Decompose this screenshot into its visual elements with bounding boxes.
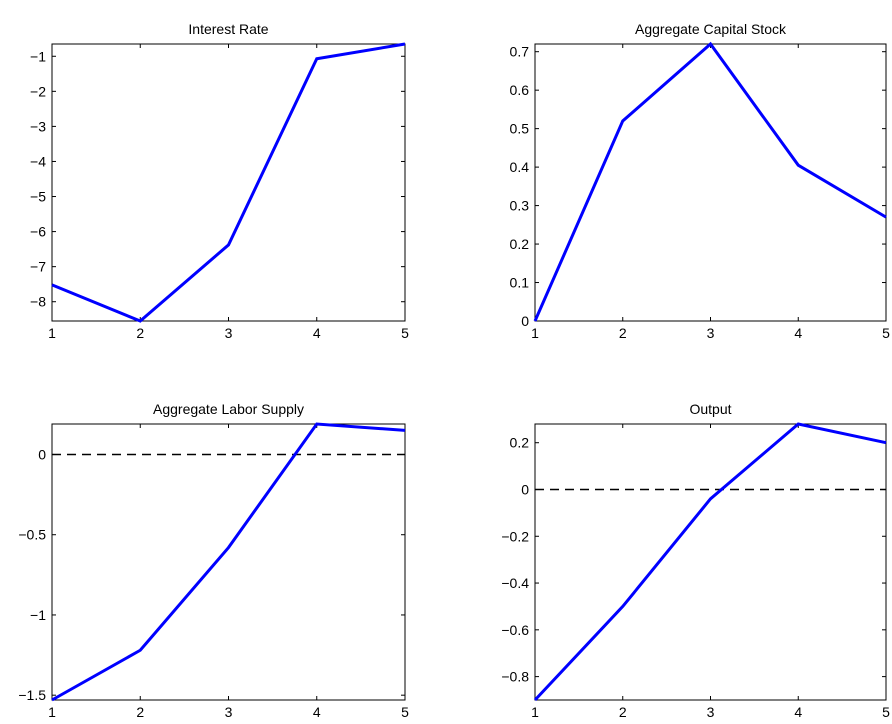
aggregate-labor-supply-xtick-label: 1: [48, 704, 56, 720]
aggregate-labor-supply-xtick-label: 4: [313, 704, 321, 720]
interest-rate-ytick-label: −8: [30, 294, 46, 310]
interest-rate-ytick-label: −6: [30, 224, 46, 240]
interest-rate-xtick-label: 1: [48, 325, 56, 341]
aggregate-capital-stock-xtick-label: 4: [794, 325, 802, 341]
aggregate-capital-stock-ytick-label: 0.6: [510, 82, 530, 98]
aggregate-capital-stock-xtick-label: 1: [531, 325, 539, 341]
aggregate-labor-supply-ytick-label: −1.5: [18, 687, 46, 703]
aggregate-labor-supply-axes-box: [51, 423, 406, 701]
aggregate-labor-supply-ytick-label: −1: [30, 607, 46, 623]
aggregate-capital-stock-ytick-label: 0.1: [510, 275, 530, 291]
interest-rate-ytick-label: −2: [30, 83, 46, 99]
output-ytick-label: −0.6: [501, 622, 529, 638]
aggregate-labor-supply-ytick-label: 0: [38, 446, 46, 462]
interest-rate-ytick-label: −7: [30, 259, 46, 275]
output-ytick-label: 0: [521, 481, 529, 497]
output-title: Output: [689, 401, 731, 417]
interest-rate-axes-box: [51, 43, 406, 322]
interest-rate-series-line: [51, 42, 406, 323]
interest-rate-xtick-label: 2: [136, 325, 144, 341]
output-xtick-label: 3: [707, 704, 715, 720]
interest-rate-ytick-label: −1: [30, 48, 46, 64]
output-series-line: [533, 422, 887, 702]
interest-rate-xtick-label: 3: [225, 325, 233, 341]
aggregate-capital-stock-title: Aggregate Capital Stock: [635, 21, 787, 37]
interest-rate-title: Interest Rate: [188, 21, 268, 37]
interest-rate-xtick-label: 4: [313, 325, 321, 341]
aggregate-capital-stock-ytick-label: 0.5: [510, 121, 530, 137]
output-xtick-label: 1: [531, 704, 539, 720]
output-ytick-label: −0.2: [501, 528, 529, 544]
aggregate-capital-stock-series-line: [533, 41, 887, 322]
interest-rate-ytick-label: −3: [30, 118, 46, 134]
aggregate-capital-stock-ytick-label: 0.3: [510, 198, 530, 214]
output-xtick-label: 4: [794, 704, 802, 720]
output-ytick-label: 0.2: [510, 435, 530, 451]
aggregate-labor-supply-ytick-label: −0.5: [18, 527, 46, 543]
aggregate-capital-stock-axes-box: [534, 43, 887, 322]
aggregate-capital-stock-ytick-label: 0: [521, 313, 529, 329]
aggregate-capital-stock-panel: Aggregate Capital Stock 1 2 3 4 5 0 0.1 0.2 0.3 0.…: [510, 21, 891, 341]
interest-rate-ytick-label: −4: [30, 153, 46, 169]
output-xtick-label: 5: [882, 704, 890, 720]
aggregate-labor-supply-series-line: [51, 422, 406, 702]
aggregate-labor-supply-xtick-label: 3: [225, 704, 233, 720]
aggregate-capital-stock-xtick-label: 5: [882, 325, 890, 341]
aggregate-capital-stock-ytick-label: 0.4: [510, 159, 530, 175]
aggregate-capital-stock-ytick-label: 0.7: [510, 44, 530, 60]
interest-rate-panel: Interest Rate 1 2 3 4 5 −8 −7 −6 −5 −4 −3 −2 −1: [30, 21, 409, 341]
aggregate-labor-supply-xtick-label: 5: [401, 704, 409, 720]
output-axes-box: [534, 423, 887, 701]
output-panel: Output 1 2 3 4 5 −0.8 −0.6 −0.4 −0.2 0 0.2: [501, 401, 890, 720]
aggregate-labor-supply-title: Aggregate Labor Supply: [153, 401, 304, 417]
aggregate-capital-stock-ytick-label: 0.2: [510, 236, 530, 252]
aggregate-capital-stock-xtick-label: 3: [707, 325, 715, 341]
aggregate-capital-stock-xtick-label: 2: [619, 325, 627, 341]
output-ytick-label: −0.8: [501, 669, 529, 685]
output-xtick-label: 2: [619, 704, 627, 720]
aggregate-labor-supply-panel: Aggregate Labor Supply 1 2 3 4 5 −1.5 −1 −0.5 0: [18, 401, 409, 720]
interest-rate-ytick-label: −5: [30, 189, 46, 205]
output-ytick-label: −0.4: [501, 575, 529, 591]
interest-rate-xtick-label: 5: [401, 325, 409, 341]
aggregate-labor-supply-xtick-label: 2: [136, 704, 144, 720]
